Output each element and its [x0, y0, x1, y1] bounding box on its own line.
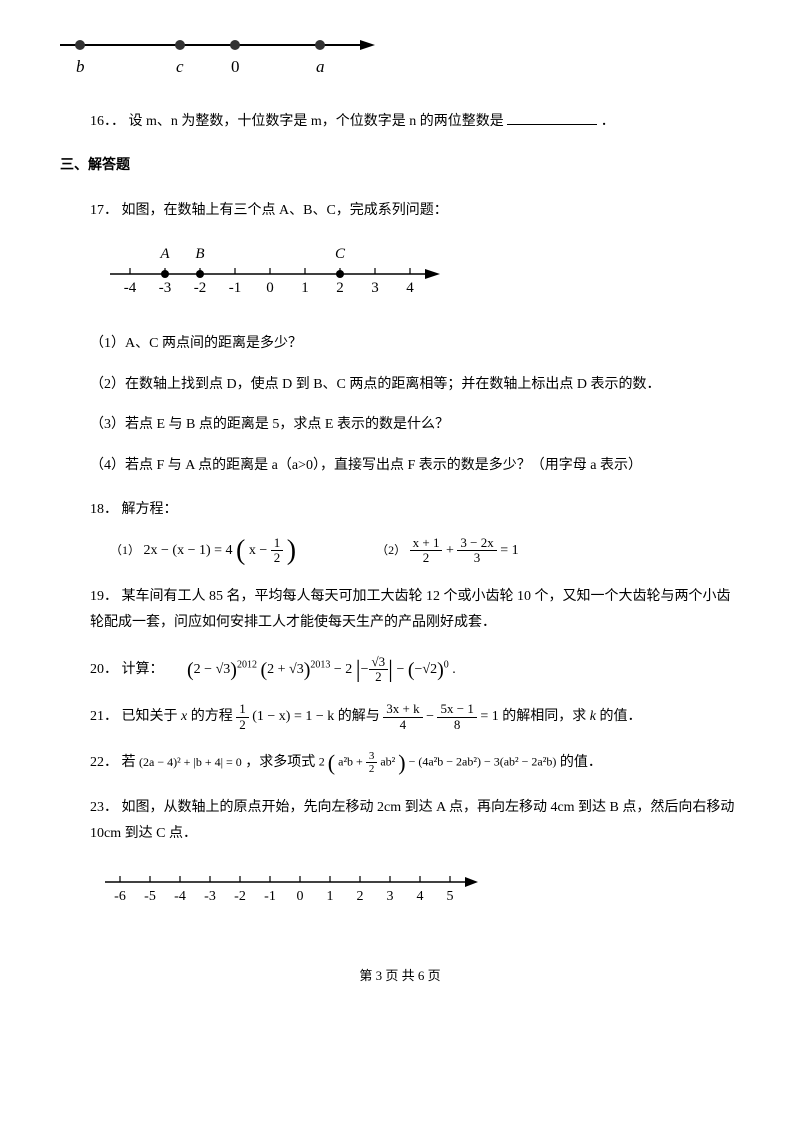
number-line-bc0a: b c 0 a: [50, 30, 740, 89]
q19-num: 19．: [90, 589, 118, 604]
q17-intro: 如图，在数轴上有三个点 A、B、C，完成系列问题：: [122, 203, 448, 218]
svg-text:4: 4: [406, 280, 414, 296]
q17-sub4: （4）若点 F 与 A 点的距离是 a（a>0），直接写出点 F 表示的数是多少…: [90, 453, 740, 480]
svg-text:2: 2: [357, 889, 364, 904]
question-19: 19． 某车间有工人 85 名，平均每人每天可加工大齿轮 12 个或小齿轮 10…: [90, 584, 740, 637]
svg-text:-3: -3: [159, 280, 172, 296]
q23-num: 23．: [90, 800, 118, 815]
svg-text:4: 4: [417, 889, 424, 904]
q16-text-a: 设 m、n 为整数，十位数字是 m，个位数字是 n 的两位整数是: [129, 114, 508, 129]
q17-sub3: （3）若点 E 与 B 点的距离是 5，求点 E 表示的数是什么？: [90, 412, 740, 439]
page-footer: 第 3 页 共 6 页: [60, 964, 740, 989]
q18-title: 解方程：: [122, 502, 178, 517]
svg-text:0: 0: [231, 57, 240, 76]
question-18: 18． 解方程： （1） 2x − (x − 1) = 4 ( x − 12 )…: [90, 497, 740, 565]
q17-num: 17．: [90, 203, 118, 218]
q22-num: 22．: [90, 755, 118, 770]
section-3-title: 三、解答题: [60, 153, 740, 180]
q17-sub2: （2）在数轴上找到点 D，使点 D 到 B、C 两点的距离相等；并在数轴上标出点…: [90, 372, 740, 399]
question-20: 20． 计算： (2 − √3)2012 (2 + √3)2013 − 2 |−…: [90, 655, 740, 685]
question-16: 16．． 设 m、n 为整数，十位数字是 m，个位数字是 n 的两位整数是 ．: [90, 109, 740, 136]
svg-text:c: c: [176, 57, 184, 76]
q16-num: 16．．: [90, 114, 125, 129]
svg-text:1: 1: [301, 280, 309, 296]
q19-text: 某车间有工人 85 名，平均每人每天可加工大齿轮 12 个或小齿轮 10 个，又…: [90, 589, 731, 631]
svg-text:a: a: [316, 57, 325, 76]
blank-input[interactable]: [507, 124, 597, 125]
svg-text:-2: -2: [194, 280, 207, 296]
q18-eq1: （1） 2x − (x − 1) = 4 ( x − 12 ): [110, 536, 296, 566]
q23-text: 如图，从数轴上的原点开始，先向左移动 2cm 到达 A 点，再向左移动 4cm …: [90, 800, 734, 842]
svg-text:-3: -3: [204, 889, 216, 904]
question-21: 21． 已知关于 x 的方程 12 (1 − x) = 1 − k 的解与 3x…: [90, 702, 740, 732]
svg-text:-4: -4: [124, 280, 137, 296]
q20-num: 20．: [90, 662, 118, 677]
svg-text:-5: -5: [144, 889, 156, 904]
question-17: 17． 如图，在数轴上有三个点 A、B、C，完成系列问题： -4 -3 -2 -1 0…: [90, 198, 740, 480]
svg-text:-4: -4: [174, 889, 186, 904]
svg-text:5: 5: [447, 889, 454, 904]
svg-text:B: B: [195, 246, 204, 262]
svg-text:-2: -2: [234, 889, 246, 904]
q17-sub1: （1）A、C 两点间的距离是多少？: [90, 331, 740, 358]
q16-text-b: ．: [601, 114, 615, 129]
svg-text:3: 3: [371, 280, 379, 296]
question-22: 22． 若 (2a − 4)² + |b + 4| = 0 ，求多项式 2 ( …: [90, 750, 740, 777]
svg-text:3: 3: [387, 889, 394, 904]
svg-text:-1: -1: [264, 889, 276, 904]
svg-text:0: 0: [297, 889, 304, 904]
svg-text:-1: -1: [229, 280, 242, 296]
number-line-23: -6 -5 -4 -3 -2 -1 0 1 2 3 4 5: [90, 866, 740, 925]
svg-text:2: 2: [336, 280, 344, 296]
q21-num: 21．: [90, 709, 118, 724]
question-23: 23． 如图，从数轴上的原点开始，先向左移动 2cm 到达 A 点，再向左移动 …: [90, 795, 740, 925]
svg-text:-6: -6: [114, 889, 126, 904]
q18-eq2: （2） x + 12 + 3 − 2x3 = 1: [376, 536, 519, 566]
q20-label: 计算：: [122, 662, 164, 677]
number-line-17: -4 -3 -2 -1 0 1 2 3 4 A B C: [90, 240, 740, 315]
svg-text:1: 1: [327, 889, 334, 904]
svg-text:A: A: [159, 246, 170, 262]
svg-text:b: b: [76, 57, 85, 76]
q18-num: 18．: [90, 502, 118, 517]
svg-text:C: C: [335, 246, 346, 262]
svg-text:0: 0: [266, 280, 274, 296]
